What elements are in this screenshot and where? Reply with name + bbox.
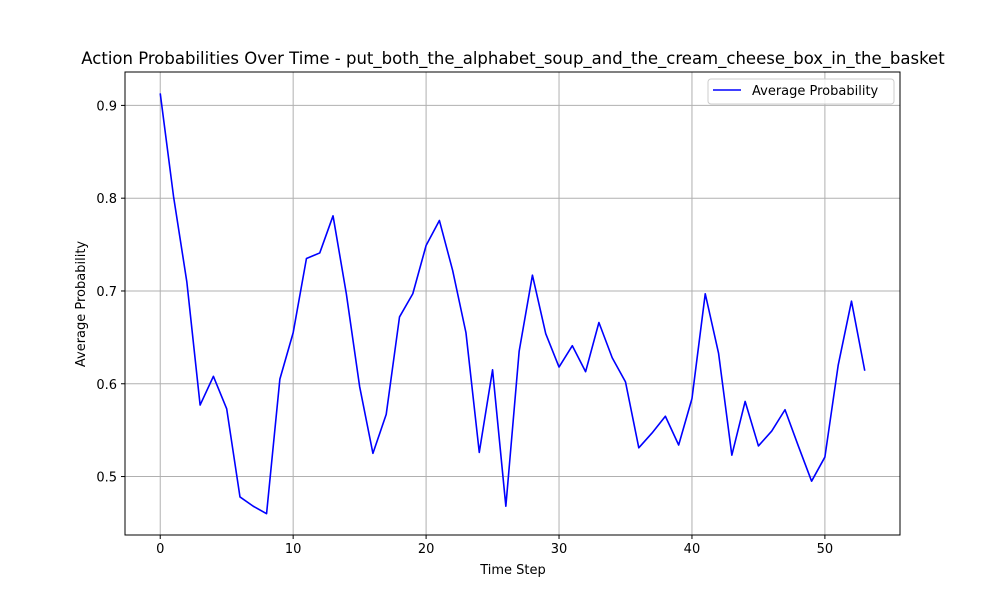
chart-title: Action Probabilities Over Time - put_bot… <box>81 49 945 69</box>
y-axis: 0.5 0.6 0.7 0.8 0.9 <box>96 99 125 486</box>
grid <box>125 72 900 535</box>
x-tick-label: 50 <box>817 542 834 557</box>
y-tick-label: 0.9 <box>96 99 117 114</box>
x-tick-label: 20 <box>418 542 435 557</box>
x-tick-label: 30 <box>551 542 568 557</box>
x-tick-label: 10 <box>285 542 302 557</box>
x-tick-label: 0 <box>156 542 164 557</box>
legend-label: Average Probability <box>752 84 879 99</box>
series-line-average-probability <box>159 93 866 515</box>
legend: Average Probability <box>707 78 895 105</box>
plot-frame <box>124 71 901 536</box>
legend-box <box>707 78 895 105</box>
y-tick-label: 0.6 <box>96 378 117 393</box>
y-tick-label: 0.7 <box>96 285 117 300</box>
y-axis-label: Average Probability <box>74 241 89 368</box>
y-tick-label: 0.5 <box>96 471 117 486</box>
y-tick-label: 0.8 <box>96 192 117 207</box>
x-tick-label: 40 <box>684 542 701 557</box>
x-axis: 0 10 20 30 40 50 <box>156 535 833 557</box>
x-axis-label: Time Step <box>479 563 546 578</box>
series-group <box>159 93 866 515</box>
